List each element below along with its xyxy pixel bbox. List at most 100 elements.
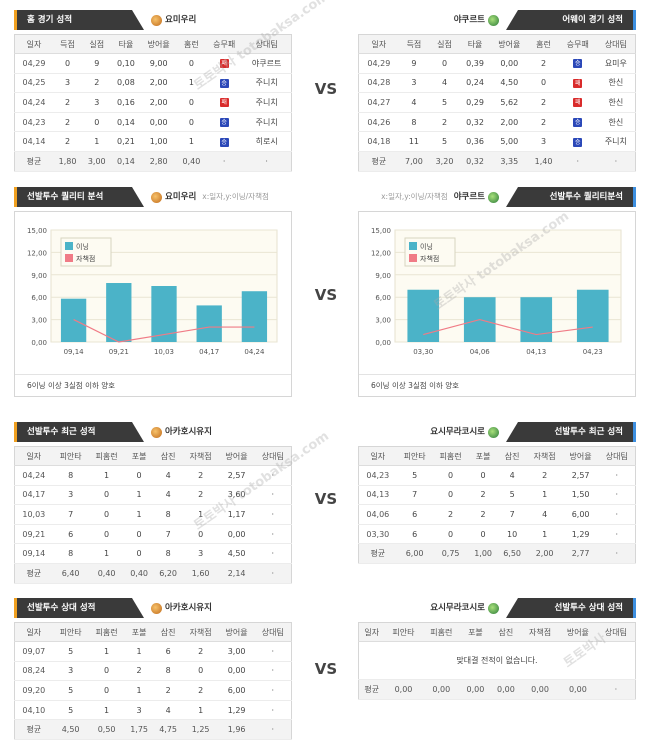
table-cell: 2 bbox=[124, 661, 154, 682]
average-cell: 0,00 bbox=[384, 679, 423, 700]
table-cell: 04,23 bbox=[14, 112, 53, 133]
innings-bar bbox=[407, 289, 440, 342]
table-cell: 1 bbox=[124, 485, 154, 506]
average-cell: 7,00 bbox=[398, 151, 430, 172]
table-cell: 04,06 bbox=[358, 504, 397, 525]
average-cell: 0,00 bbox=[490, 679, 522, 700]
innings-bar bbox=[520, 297, 553, 342]
column-header: 삼진 bbox=[153, 622, 183, 642]
table-cell: 6 bbox=[396, 504, 433, 525]
y-tick-label: 0,00 bbox=[31, 339, 47, 347]
table-cell: 4,50 bbox=[490, 73, 529, 94]
table-cell: 04,28 bbox=[358, 73, 399, 94]
table-cell: 6 bbox=[52, 524, 89, 545]
table-row: 09,14 8 1 0 8 3 4,50 · bbox=[14, 543, 292, 564]
vs-label: VS bbox=[314, 490, 338, 508]
column-header: 일자 bbox=[358, 446, 397, 466]
table-row: 04,14 2 1 0,21 1,00 1 승 히로시 bbox=[14, 131, 292, 152]
y-tick-label: 15,00 bbox=[27, 227, 47, 235]
earned-runs-line bbox=[73, 319, 255, 343]
team-name: 요미우리 bbox=[165, 192, 197, 202]
table-cell: 0 bbox=[528, 73, 559, 94]
y-tick-label: 0,00 bbox=[375, 339, 391, 347]
table-row: 04,26 8 2 0,32 2,00 2 승 한신 bbox=[358, 112, 636, 133]
win-badge: 승 bbox=[573, 118, 583, 128]
table-cell: 4 bbox=[153, 485, 183, 506]
table-cell: 5,00 bbox=[490, 131, 529, 152]
average-cell: 0,00 bbox=[558, 679, 597, 700]
legend-label-earned-runs: 자책점 bbox=[420, 254, 439, 263]
table-cell: 09,20 bbox=[14, 680, 53, 701]
column-header: 피안타 bbox=[52, 446, 89, 466]
right-pitcher-vs-tab: 선발투수 상대 성적 bbox=[506, 598, 636, 618]
average-cell: 0,40 bbox=[124, 563, 154, 584]
table-cell: 1 bbox=[88, 641, 125, 662]
table-cell: 0 bbox=[88, 661, 125, 682]
x-tick-label: 04,17 bbox=[199, 348, 219, 356]
team-logo-icon bbox=[488, 14, 499, 26]
win-badge: 승 bbox=[219, 137, 229, 147]
table-cell: 0,32 bbox=[459, 112, 491, 133]
average-row: 평균 6,40 0,40 0,40 6,20 1,60 2,14 · bbox=[14, 563, 292, 584]
table-cell: · bbox=[254, 543, 292, 564]
average-row: 평균 0,00 0,00 0,00 0,00 0,00 0,00 · bbox=[358, 679, 636, 700]
win-badge: 승 bbox=[219, 118, 229, 128]
average-cell: 0,32 bbox=[459, 151, 491, 172]
average-cell: 0,40 bbox=[176, 151, 207, 172]
average-cell: 1,80 bbox=[52, 151, 83, 172]
table-row: 08,24 3 0 2 8 0 0,00 · bbox=[14, 661, 292, 682]
y-tick-label: 3,00 bbox=[31, 317, 47, 325]
table-cell: 3 bbox=[528, 131, 559, 152]
column-header: 일자 bbox=[14, 446, 53, 466]
column-header: 실점 bbox=[82, 34, 112, 54]
column-header: 자책점 bbox=[521, 622, 559, 642]
average-cell: 6,20 bbox=[153, 563, 183, 584]
table-cell: 2 bbox=[52, 92, 83, 113]
table-cell: · bbox=[598, 504, 636, 525]
y-tick-label: 9,00 bbox=[375, 272, 391, 280]
table-cell: 4 bbox=[153, 465, 183, 486]
table-cell: 04,24 bbox=[14, 465, 53, 486]
average-cell: 6,50 bbox=[497, 543, 527, 564]
team-logo-icon bbox=[151, 602, 162, 614]
legend-label-earned-runs: 자책점 bbox=[76, 254, 95, 263]
table-cell: 8 bbox=[52, 543, 89, 564]
table-cell: 0,00 bbox=[218, 524, 255, 545]
table-cell: 한신 bbox=[596, 92, 636, 113]
table-cell: 8 bbox=[153, 661, 183, 682]
table-cell: 04,29 bbox=[358, 53, 399, 74]
table-cell: 2 bbox=[468, 485, 498, 506]
table-cell: 0 bbox=[124, 524, 154, 545]
column-header: 실점 bbox=[429, 34, 460, 54]
right-pitcher-recent-panel: 요시무라코시로 선발투수 최근 성적 일자 피안타 피홈런 포볼 삼진 자책점 방어율 상대팀… bbox=[358, 422, 636, 564]
table-cell: 0,24 bbox=[459, 73, 491, 94]
table-cell: 2 bbox=[52, 112, 83, 133]
column-header: 방어율 bbox=[218, 622, 255, 642]
table-cell: 0,39 bbox=[459, 53, 491, 74]
table-cell: 0,29 bbox=[459, 92, 491, 113]
table-cell: 3 bbox=[52, 73, 83, 94]
x-tick-label: 04,06 bbox=[470, 348, 491, 356]
table-cell: 04,23 bbox=[358, 465, 397, 486]
column-header: 피홈런 bbox=[88, 622, 125, 642]
table-cell: 2 bbox=[432, 504, 469, 525]
table-cell: 주니치 bbox=[242, 73, 292, 94]
table-row: 04,29 0 9 0,10 9,00 0 패 야쿠르트 bbox=[14, 53, 292, 74]
table-cell: 야쿠르트 bbox=[242, 53, 292, 74]
empty-message: 맞대결 전적이 없습니다. bbox=[358, 641, 636, 680]
table-cell: 2,00 bbox=[140, 92, 177, 113]
average-cell: 0,14 bbox=[111, 151, 141, 172]
average-cell: 평균 bbox=[358, 151, 399, 172]
column-header: 상대팀 bbox=[254, 622, 292, 642]
table-row: 09,07 5 1 1 6 2 3,00 · bbox=[14, 641, 292, 662]
table-row: 04,18 11 5 0,36 5,00 3 승 주니치 bbox=[358, 131, 636, 152]
average-cell: 1,60 bbox=[182, 563, 219, 584]
loss-badge: 패 bbox=[219, 98, 229, 108]
table-cell: 1,29 bbox=[562, 524, 599, 545]
table-cell: 4,50 bbox=[218, 543, 255, 564]
average-row: 평균 1,80 3,00 0,14 2,80 0,40 · · bbox=[14, 151, 292, 172]
right-pitcher-recent-table: 일자 피안타 피홈런 포볼 삼진 자책점 방어율 상대팀 04,23 5 0 0 4 2 2,57 · 04,1… bbox=[358, 446, 636, 564]
table-cell: 7 bbox=[396, 485, 433, 506]
right-quality-panel: 야쿠르트 x:일자,y:이닝/자책점 선발투수 퀄리티분석 0,00 3,00 6,0… bbox=[358, 187, 636, 397]
table-cell: 주니치 bbox=[596, 131, 636, 152]
